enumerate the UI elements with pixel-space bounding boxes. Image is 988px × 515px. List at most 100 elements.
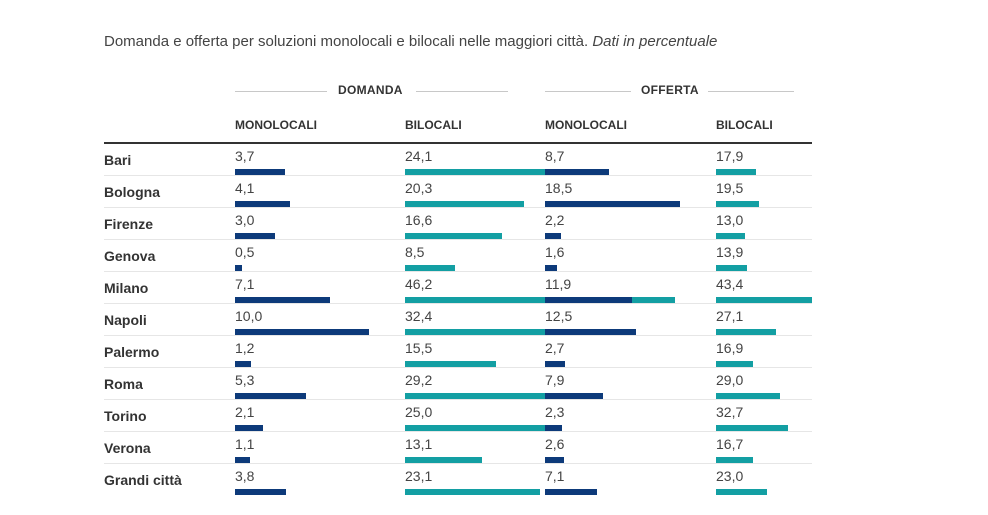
value-offerta-monolocali: 8,7 (545, 148, 565, 164)
bar-domanda-monolocali (235, 393, 306, 399)
value-offerta-bilocali: 13,9 (716, 244, 744, 260)
value-offerta-bilocali: 32,7 (716, 404, 744, 420)
value-offerta-bilocali: 19,5 (716, 180, 744, 196)
bar-offerta-monolocali (545, 361, 565, 367)
value-domanda-monolocali: 1,1 (235, 436, 255, 452)
value-offerta-monolocali: 11,9 (545, 276, 572, 292)
chart-title: Domanda e offerta per soluzioni monoloca… (104, 33, 717, 50)
group-header-domanda: DOMANDA (235, 83, 508, 101)
group-label-offerta: OFFERTA (641, 83, 699, 97)
value-domanda-monolocali: 5,3 (235, 372, 255, 388)
bar-offerta-bilocali (716, 393, 780, 399)
value-domanda-bilocali: 13,1 (405, 436, 433, 452)
bar-domanda-monolocali (235, 201, 290, 207)
bar-domanda-bilocali (405, 393, 576, 399)
table-row: Verona 1,1 13,1 2,6 16,7 (104, 432, 812, 464)
row-separator (104, 271, 812, 272)
row-separator (104, 463, 812, 464)
value-offerta-bilocali: 13,0 (716, 212, 744, 228)
table-row: Genova 0,5 8,5 1,6 13,9 (104, 240, 812, 272)
value-domanda-bilocali: 15,5 (405, 340, 433, 356)
value-domanda-monolocali: 4,1 (235, 180, 255, 196)
value-offerta-bilocali: 16,9 (716, 340, 744, 356)
bar-domanda-monolocali (235, 329, 369, 335)
value-offerta-monolocali: 2,6 (545, 436, 565, 452)
bar-domanda-bilocali (405, 265, 455, 271)
column-header-offerta-bilocali: BILOCALI (716, 118, 773, 132)
bar-domanda-bilocali (405, 329, 595, 335)
group-line-left (235, 91, 327, 92)
bar-offerta-bilocali (716, 169, 756, 175)
bar-offerta-monolocali (545, 489, 597, 495)
row-separator (104, 175, 812, 176)
bar-offerta-bilocali (716, 361, 753, 367)
value-domanda-bilocali: 23,1 (405, 468, 433, 484)
bar-domanda-monolocali (235, 297, 330, 303)
value-domanda-monolocali: 3,0 (235, 212, 255, 228)
value-domanda-bilocali: 8,5 (405, 244, 425, 260)
value-offerta-monolocali: 2,2 (545, 212, 565, 228)
group-line-right (708, 91, 794, 92)
city-label: Torino (104, 408, 147, 424)
column-header-offerta-monolocali: MONOLOCALI (545, 118, 627, 132)
bar-offerta-bilocali (716, 265, 747, 271)
column-header-domanda-monolocali: MONOLOCALI (235, 118, 317, 132)
bar-offerta-bilocali (716, 457, 753, 463)
city-label: Roma (104, 376, 143, 392)
city-label: Palermo (104, 344, 160, 360)
value-domanda-monolocali: 3,7 (235, 148, 255, 164)
bar-domanda-monolocali (235, 457, 250, 463)
table-row: Milano 7,1 46,2 11,9 43,4 (104, 272, 812, 304)
table-row: Firenze 3,0 16,6 2,2 13,0 (104, 208, 812, 240)
bar-domanda-bilocali (405, 457, 482, 463)
city-label: Bologna (104, 184, 160, 200)
city-label: Firenze (104, 216, 154, 232)
value-offerta-bilocali: 43,4 (716, 276, 744, 292)
bar-offerta-monolocali (545, 169, 609, 175)
table-row: Palermo 1,2 15,5 2,7 16,9 (104, 336, 812, 368)
value-domanda-bilocali: 29,2 (405, 372, 433, 388)
bar-domanda-monolocali (235, 169, 285, 175)
value-offerta-monolocali: 2,7 (545, 340, 565, 356)
row-separator (104, 431, 812, 432)
bar-offerta-monolocali (545, 425, 562, 431)
value-offerta-bilocali: 29,0 (716, 372, 744, 388)
city-label: Bari (104, 152, 132, 168)
row-separator (104, 399, 812, 400)
city-label: Genova (104, 248, 156, 264)
header-rule (104, 142, 812, 144)
value-offerta-monolocali: 2,3 (545, 404, 565, 420)
bar-domanda-bilocali (405, 233, 502, 239)
value-domanda-bilocali: 24,1 (405, 148, 433, 164)
bar-offerta-bilocali (716, 297, 812, 303)
value-domanda-monolocali: 1,2 (235, 340, 255, 356)
bar-domanda-monolocali (235, 265, 242, 271)
value-domanda-bilocali: 46,2 (405, 276, 433, 292)
bar-offerta-monolocali (545, 393, 603, 399)
bar-offerta-bilocali (716, 489, 767, 495)
city-label: Milano (104, 280, 149, 296)
table-row: Napoli 10,0 32,4 12,5 27,1 (104, 304, 812, 336)
chart-title-note: Dati in percentuale (592, 33, 718, 50)
table-row: Torino 2,1 25,0 2,3 32,7 (104, 400, 812, 432)
group-line-left (545, 91, 631, 92)
city-label: Napoli (104, 312, 147, 328)
bar-offerta-bilocali (716, 201, 759, 207)
row-separator (104, 335, 812, 336)
value-offerta-monolocali: 1,6 (545, 244, 565, 260)
value-domanda-bilocali: 25,0 (405, 404, 433, 420)
column-header-domanda-bilocali: BILOCALI (405, 118, 462, 132)
value-domanda-bilocali: 20,3 (405, 180, 433, 196)
table-row: Bologna 4,1 20,3 18,5 19,5 (104, 176, 812, 208)
bar-offerta-monolocali (545, 233, 561, 239)
bar-offerta-monolocali (545, 265, 557, 271)
value-domanda-bilocali: 16,6 (405, 212, 433, 228)
bar-offerta-monolocali (545, 329, 636, 335)
bar-domanda-monolocali (235, 489, 286, 495)
value-domanda-monolocali: 0,5 (235, 244, 255, 260)
bar-offerta-bilocali (716, 329, 776, 335)
bar-domanda-bilocali (405, 169, 546, 175)
bar-domanda-bilocali (405, 297, 675, 303)
value-domanda-monolocali: 7,1 (235, 276, 255, 292)
